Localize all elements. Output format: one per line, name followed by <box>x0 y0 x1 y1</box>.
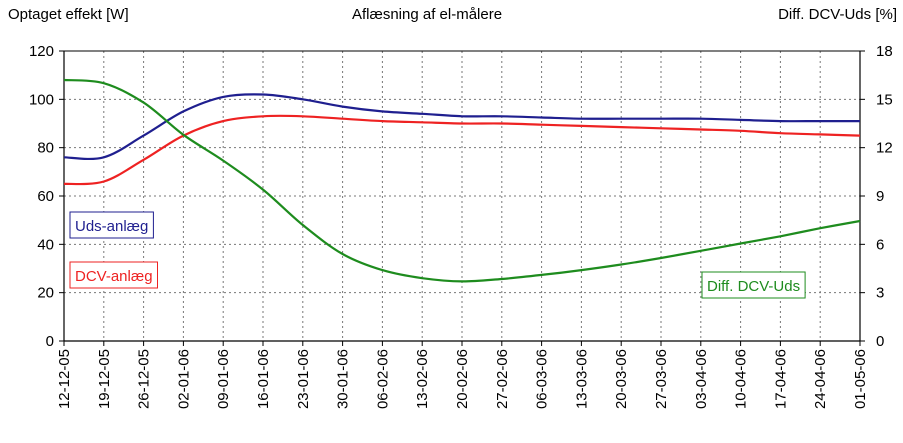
chart-title: Aflæsning af el-målere <box>352 6 503 23</box>
x-tick-label: 26-12-05 <box>136 349 153 409</box>
legend-diff: Diff. DCV-Uds <box>701 271 806 299</box>
legend-uds: Uds-anlæg <box>69 211 154 239</box>
legend-diff-label: Diff. DCV-Uds <box>707 278 800 295</box>
x-tick-label: 13-03-06 <box>573 349 590 409</box>
legends: Uds-anlæg DCV-anlæg Diff. DCV-Uds <box>69 211 806 299</box>
legend-uds-label: Uds-anlæg <box>75 218 148 235</box>
legend-uds-box <box>69 211 154 239</box>
y-left-tick-label: 100 <box>29 91 54 108</box>
x-tick-label: 01-05-06 <box>852 349 869 409</box>
x-tick-label: 06-02-06 <box>374 349 391 409</box>
legend-dcv-label: DCV-anlæg <box>75 268 153 285</box>
y-right-tick-label: 18 <box>876 43 893 60</box>
legend-dcv: DCV-anlæg <box>69 261 158 289</box>
y-left-tick-label: 40 <box>37 236 54 253</box>
tick-labels: 0 20 40 60 80 100 120 0 3 6 9 12 15 18 12-12-05 19-12-0… <box>29 43 893 409</box>
x-tick-label: 09-01-06 <box>215 349 232 409</box>
x-tick-label: 06-03-06 <box>534 349 551 409</box>
grid <box>64 50 860 341</box>
y-right-tick-label: 3 <box>876 285 884 302</box>
legend-dcv-box <box>69 261 158 289</box>
x-tick-label: 10-04-06 <box>733 349 750 409</box>
x-tick-label: 03-04-06 <box>693 349 710 409</box>
y-left-tick-label: 0 <box>46 333 54 350</box>
y-left-tick-label: 120 <box>29 43 54 60</box>
y-left-tick-label: 20 <box>37 285 54 302</box>
y-axis-right-label: Diff. DCV-Uds [%] <box>778 6 897 23</box>
x-tick-label: 27-02-06 <box>494 349 511 409</box>
y-right-tick-label: 15 <box>876 91 893 108</box>
x-tick-label: 16-01-06 <box>255 349 272 409</box>
x-tick-label: 02-01-06 <box>175 349 192 409</box>
series-line-dcv <box>63 114 861 186</box>
x-tick-label: 20-02-06 <box>454 349 471 409</box>
y-axis-left-label: Optaget effekt [W] <box>8 6 129 23</box>
legend-diff-box <box>701 271 806 299</box>
x-tick-label: 17-04-06 <box>772 349 789 409</box>
series-line-uds <box>63 93 861 161</box>
y-right-tick-label: 9 <box>876 188 884 205</box>
series-line-diff <box>63 78 861 283</box>
x-tick-label: 19-12-05 <box>96 349 113 409</box>
x-tick-label: 23-01-06 <box>295 349 312 409</box>
y-left-tick-label: 60 <box>37 188 54 205</box>
x-tick-label: 13-02-06 <box>414 349 431 409</box>
x-tick-label: 30-01-06 <box>335 349 352 409</box>
x-tick-label: 27-03-06 <box>653 349 670 409</box>
x-tick-label: 20-03-06 <box>613 349 630 409</box>
y-right-tick-label: 12 <box>876 140 893 157</box>
axes <box>59 50 865 346</box>
y-left-tick-label: 80 <box>37 140 54 157</box>
series-lines <box>63 78 861 283</box>
x-tick-label: 24-04-06 <box>812 349 829 409</box>
y-right-tick-label: 6 <box>876 236 884 253</box>
x-tick-label: 12-12-05 <box>56 349 73 409</box>
y-right-tick-label: 0 <box>876 333 884 350</box>
